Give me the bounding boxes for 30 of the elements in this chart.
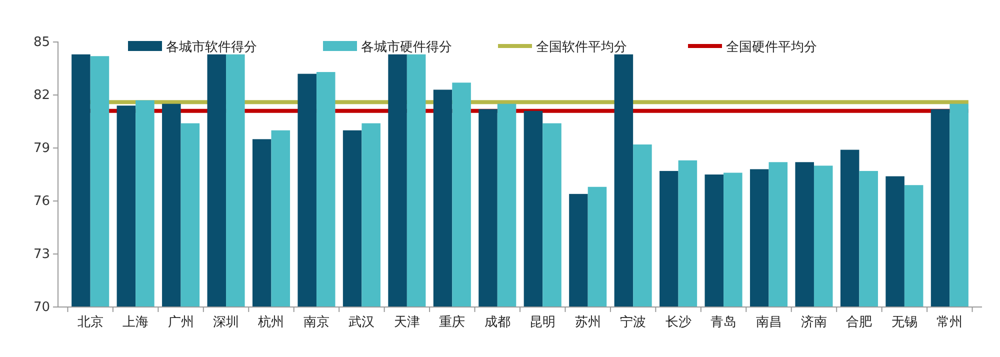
x-tick-label: 成都: [484, 315, 510, 330]
x-tick-label: 南昌: [756, 315, 782, 330]
legend-label: 各城市硬件得分: [361, 40, 452, 55]
legend-label: 全国硬件平均分: [726, 40, 817, 55]
x-tick-label: 青岛: [710, 315, 737, 330]
y-tick-label: 70: [33, 300, 50, 316]
y-tick-label: 82: [33, 88, 50, 104]
legend-label: 各城市软件得分: [166, 40, 257, 55]
y-tick-label: 73: [33, 247, 50, 262]
x-tick-label: 重庆: [439, 315, 466, 330]
x-tick-label: 南京: [303, 315, 330, 330]
x-tick-label: 无锡: [891, 315, 918, 330]
x-tick-label: 宁波: [620, 314, 646, 330]
x-tick-label: 苏州: [574, 315, 601, 330]
x-tick-label: 武汉: [348, 315, 375, 330]
x-tick-label: 北京: [77, 315, 104, 330]
x-tick-label: 深圳: [213, 315, 240, 330]
x-tick-label: 上海: [122, 315, 149, 330]
legend-label: 全国软件平均分: [536, 40, 627, 55]
y-tick-label: 79: [33, 141, 50, 156]
y-tick-label: 76: [33, 194, 50, 210]
x-tick-label: 常州: [936, 315, 963, 330]
x-tick-label: 杭州: [257, 315, 284, 330]
x-tick-label: 昆明: [530, 315, 556, 330]
x-tick-label: 天津: [394, 315, 420, 330]
x-tick-label: 广州: [168, 315, 194, 330]
y-tick-label: 85: [33, 35, 50, 50]
x-tick-label: 长沙: [665, 315, 692, 330]
x-tick-label: 合肥: [846, 315, 872, 330]
x-tick-label: 济南: [800, 315, 827, 330]
